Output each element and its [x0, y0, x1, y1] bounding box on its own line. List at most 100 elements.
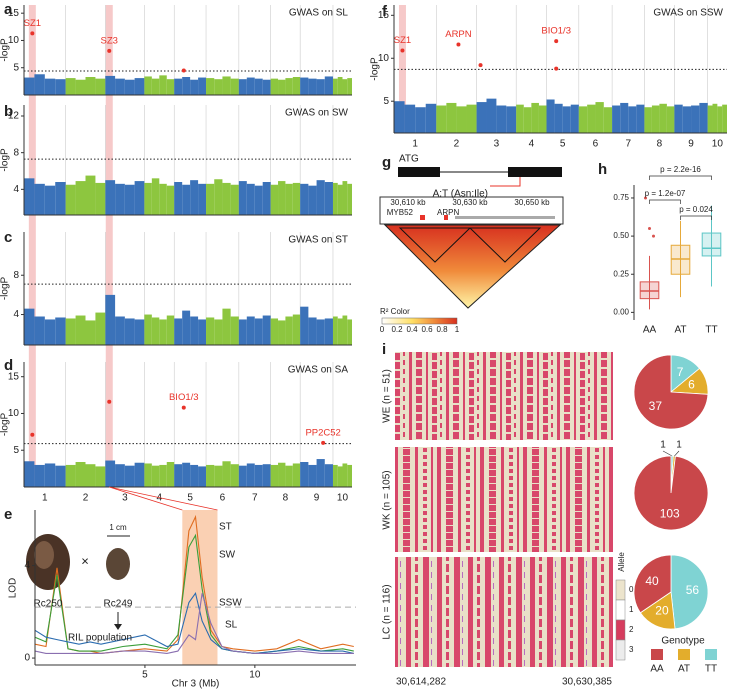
legend-label: 3 [629, 645, 634, 654]
panel-letter: h [598, 161, 607, 178]
chart-title: GWAS on SW [285, 108, 349, 119]
snp-density [308, 464, 317, 487]
peak-point [554, 39, 559, 44]
p-value: p = 2.2e-16 [660, 165, 701, 174]
highlight-band [105, 5, 113, 487]
highlight-band [28, 5, 36, 487]
snp-density [151, 178, 160, 215]
position-label: 30,630,385 [562, 677, 612, 688]
snp-density [115, 464, 125, 487]
gene-label: ATG [399, 154, 419, 165]
x-tick-label: TT [705, 325, 717, 336]
snp-density [206, 317, 215, 345]
chromosome-label: 1 [42, 493, 48, 504]
legend-tick: 0.2 [391, 325, 403, 334]
snp-density [337, 318, 343, 345]
panel-letter: e [4, 506, 12, 523]
snp-density [285, 316, 293, 345]
legend-key [615, 579, 626, 601]
panel-letter: b [4, 103, 13, 120]
series-label: ST [219, 522, 232, 533]
snp-density [262, 182, 271, 215]
snp-density [415, 107, 426, 133]
snp-density [270, 464, 279, 487]
chromosome-label: 2 [454, 139, 460, 150]
snp-density [34, 183, 45, 215]
legend-label: TT [705, 664, 717, 675]
y-axis-label: -logP [0, 38, 11, 62]
snp-density [166, 185, 175, 215]
pie-label: 40 [645, 574, 659, 588]
snp-density [222, 76, 231, 95]
legend-tick: 0.4 [406, 325, 418, 334]
snp-density [506, 106, 517, 133]
snp-density [570, 104, 579, 133]
snp-density [682, 106, 692, 133]
snp-density [34, 316, 45, 345]
inset-label: RIL population [68, 633, 132, 644]
snp-density [691, 105, 700, 133]
inset-label: × [81, 553, 89, 568]
y-tick-label: 4 [24, 560, 30, 571]
x-tick-label: AA [643, 325, 657, 336]
snp-density [278, 320, 286, 345]
peak-point [30, 31, 35, 36]
snp-density [337, 184, 343, 215]
y-tick-label: 5 [383, 96, 389, 107]
outlier [644, 196, 647, 200]
snp-density [476, 102, 487, 133]
snp-density [531, 102, 539, 133]
legend-label: AT [678, 664, 690, 675]
box [639, 281, 660, 300]
pie-slice [633, 354, 709, 430]
chromosome-label: 3 [122, 493, 128, 504]
snp-density [65, 184, 76, 215]
lod-line [34, 593, 354, 654]
snp-density [75, 181, 86, 215]
y-tick-label: 0.75 [613, 193, 629, 202]
snp-density [124, 184, 135, 215]
peak-label: SZ3 [101, 35, 118, 46]
snp-density [144, 463, 152, 487]
snp-density [75, 462, 86, 487]
snp-density [644, 107, 652, 133]
pie-slice [633, 554, 672, 614]
y-tick-label: 15 [8, 8, 20, 19]
snp-density [222, 461, 231, 487]
legend-key [615, 639, 626, 661]
y-axis-label: -logP [370, 57, 381, 81]
leader-line [662, 450, 673, 457]
snp-density [144, 314, 152, 345]
snp-density [578, 106, 588, 133]
snp-density [324, 182, 333, 215]
snp-density [238, 79, 247, 95]
snp-density [347, 464, 352, 487]
snp-density [316, 459, 325, 487]
gene-name: ARPN [437, 208, 459, 217]
snp-density [182, 310, 191, 345]
x-tick-label: 5 [142, 670, 148, 681]
position-label: 30,630 kb [452, 198, 488, 207]
chromosome-label: 7 [252, 493, 258, 504]
snp-density [270, 78, 279, 95]
snp-density [44, 463, 56, 487]
group-label: WE (n = 51) [382, 369, 393, 423]
snp-density [538, 105, 547, 133]
legend-tick: 0.8 [436, 325, 448, 334]
box [670, 244, 691, 275]
y-tick-label: 0.25 [613, 269, 629, 278]
y-tick-label: 8 [13, 147, 19, 158]
snp-density [324, 76, 333, 95]
snp-density [124, 465, 135, 487]
peak-point [107, 399, 112, 404]
snp-density [246, 316, 255, 345]
chromosome-label: 9 [688, 139, 694, 150]
snp-density [159, 319, 167, 345]
snp-density [44, 319, 56, 345]
snp-density [712, 103, 718, 133]
snp-density [254, 185, 263, 215]
pie-label: 20 [655, 604, 669, 618]
group-label: WK (n = 105) [382, 470, 393, 529]
snp-density [198, 319, 207, 345]
snp-density [254, 318, 263, 345]
